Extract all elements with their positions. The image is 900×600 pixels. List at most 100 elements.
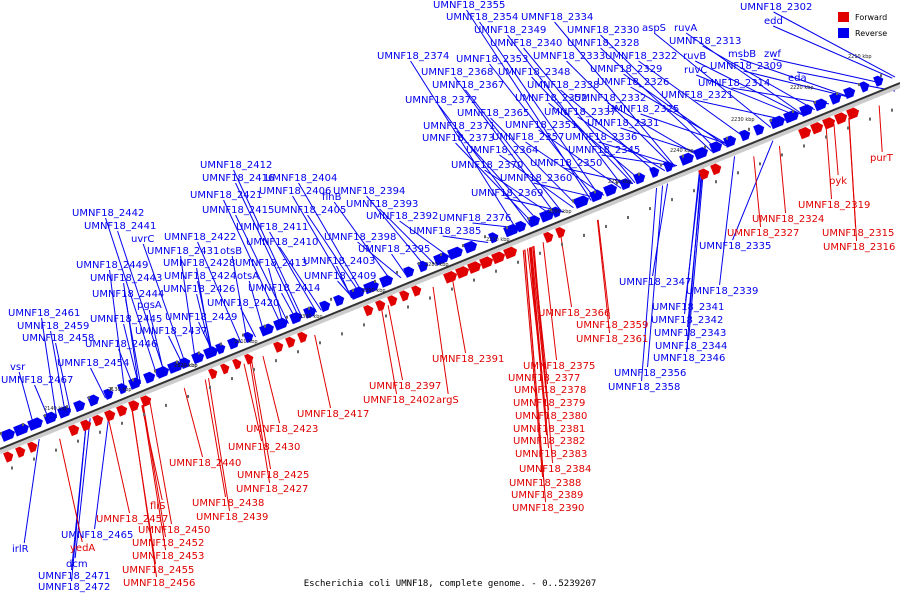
reverse-callout-line [694,60,803,116]
reverse-gene-label: UMNF18_2465 [61,530,133,541]
forward-swatch [838,12,849,22]
forward-gene-arrow-shape [27,441,38,453]
reverse-gene-arrow-shape [709,141,723,154]
reverse-gene-label: UMNF18_2368 [421,67,493,78]
reverse-gene-arrow-shape [859,81,870,93]
reverse-gene-label: UMNF18_2314 [698,78,770,89]
axis-tick-label: 2290 kbp [362,288,386,294]
track-dash [297,350,299,354]
forward-callout-line [542,242,558,361]
reverse-callout-line [490,117,578,207]
track-dash [121,421,123,425]
reverse-gene-label: UMNF18_2333 [533,51,605,62]
track-dash [77,439,79,443]
track-dash [572,199,574,203]
reverse-gene-arrow [117,383,128,395]
reverse-callout-line [772,25,893,79]
track-dash [825,135,827,139]
track-dash [396,270,398,274]
reverse-gene-arrow [873,75,884,87]
reverse-gene-arrow [333,294,345,307]
forward-callout-line [380,307,398,395]
reverse-gene-arrow-shape [191,351,205,365]
reverse-gene-arrow-shape [799,104,814,117]
reverse-callout-line [336,265,353,299]
forward-gene-label: UMNF18_2388 [509,478,581,489]
reverse-gene-label: UMNF18_2413 [235,258,307,269]
forward-callout-line [560,234,573,308]
forward-gene-arrow-shape [128,400,140,412]
reverse-gene-arrow-shape [515,220,527,233]
track-dash [484,235,486,239]
reverse-gene-arrow-shape [259,323,274,337]
reverse-gene-label: UMNF18_2471 [38,571,110,582]
forward-gene-arrow-shape [411,285,422,297]
reverse-gene-arrow [799,104,814,117]
track-dash [209,386,211,390]
reverse-callout-line [538,129,622,189]
reverse-gene-label: dcm [66,559,88,570]
forward-gene-arrow-shape [15,446,26,458]
reverse-gene-arrow [179,357,191,370]
reverse-gene-label: UMNF18_2395 [358,244,430,255]
reverse-gene-label: UMNF18_2370 [451,160,523,171]
reverse-gene-label: UMNF18_2340 [490,38,562,49]
reverse-gene-arrow-shape [539,209,554,223]
reverse-callout-line [94,410,111,530]
reverse-gene-arrow-shape [128,377,142,390]
reverse-gene-label: UMNF18_2346 [653,353,725,364]
forward-gene-arrow-shape [92,414,104,427]
reverse-gene-label: UMNF18_2409 [304,271,376,282]
forward-gene-arrow-shape [710,163,722,176]
reverse-gene-arrow-shape [13,423,29,437]
forward-gene-arrow [104,410,116,422]
reverse-callout-line [235,214,289,324]
forward-gene-arrow-shape [375,300,386,312]
forward-callout-line [208,378,231,512]
axis-tick-label: 2250 kbp [608,179,632,185]
track-dash [473,278,475,282]
track-dash [165,403,167,407]
reverse-gene-arrow [143,371,156,384]
reverse-callout-line [702,45,815,111]
track-dash [748,127,750,131]
reverse-gene-label: UMNF18_2412 [200,160,272,171]
forward-callout-line [451,278,467,354]
forward-gene-arrow [92,414,104,427]
reverse-gene-arrow [43,411,58,425]
forward-callout-line [59,438,83,543]
reverse-gene-arrow-shape [447,246,463,261]
forward-gene-label: UMNF18_2417 [297,409,369,420]
forward-gene-label: UMNF18_2375 [523,361,595,372]
forward-callout-line [183,387,204,458]
track-dash [440,253,442,257]
axis-tick-label: 2310 kbp [234,339,258,345]
track-dash [704,145,706,149]
forward-gene-arrow [834,112,848,125]
forward-callout-line [533,245,554,464]
reverse-callout-line [269,231,317,313]
reverse-gene-label: UMNF18_2335 [699,241,771,252]
reverse-callout-line [797,71,896,92]
track-dash [363,323,365,327]
callout-lines [18,9,896,582]
reverse-gene-arrow [527,215,541,228]
forward-gene-arrow [479,256,494,270]
reverse-callout-line [466,9,592,201]
track-dash [627,216,629,220]
forward-gene-label: UMNF18_2390 [512,503,584,514]
reverse-gene-label: UMNF18_2404 [265,173,337,184]
forward-gene-arrow [846,107,860,120]
forward-gene-arrow-shape [232,358,242,370]
reverse-gene-label: ruvC [684,65,707,76]
forward-gene-arrow [68,424,80,437]
reverse-callout-line [438,104,531,226]
forward-callout-line [387,305,404,381]
reverse-callout-line [279,246,322,311]
reverse-callout-line [456,130,540,223]
track-dash [231,377,233,381]
track-dash [462,244,464,248]
reverse-callout-line [647,185,664,368]
forward-gene-arrow [244,353,254,365]
track-dash [22,423,24,427]
